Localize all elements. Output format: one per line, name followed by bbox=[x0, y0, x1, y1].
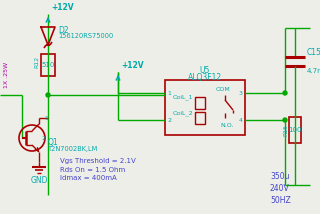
Text: 1: 1 bbox=[167, 91, 171, 95]
Text: 4: 4 bbox=[239, 117, 243, 122]
Text: 350u
240V
50HZ: 350u 240V 50HZ bbox=[270, 172, 291, 205]
Text: 3: 3 bbox=[239, 91, 243, 95]
Text: 1X .25W: 1X .25W bbox=[4, 62, 10, 88]
Text: +12V: +12V bbox=[121, 61, 144, 70]
Text: 2: 2 bbox=[167, 117, 171, 122]
Text: 100: 100 bbox=[288, 127, 302, 133]
Text: N.O.: N.O. bbox=[220, 123, 234, 128]
Text: R15: R15 bbox=[283, 124, 288, 136]
Text: Vgs Threshold = 2.1V
Rds On = 1.5 Ohm
Idmax = 400mA: Vgs Threshold = 2.1V Rds On = 1.5 Ohm Id… bbox=[60, 158, 136, 181]
Text: GND: GND bbox=[30, 176, 48, 185]
Text: Q1: Q1 bbox=[48, 138, 59, 147]
Text: D2: D2 bbox=[58, 26, 68, 35]
Text: 1: 1 bbox=[44, 116, 48, 120]
Text: CoiL_1: CoiL_1 bbox=[173, 94, 194, 100]
Text: +12V: +12V bbox=[51, 3, 74, 12]
Text: ALQ3F12: ALQ3F12 bbox=[188, 73, 222, 82]
Text: 156120RS75000: 156120RS75000 bbox=[58, 33, 113, 39]
Text: 510: 510 bbox=[41, 62, 55, 68]
Text: 2: 2 bbox=[41, 135, 45, 141]
Bar bbox=[41, 54, 55, 76]
Text: T2N7002BK,LM: T2N7002BK,LM bbox=[48, 146, 98, 152]
Bar bbox=[195, 97, 205, 109]
Text: CoiL_2: CoiL_2 bbox=[173, 110, 194, 116]
Bar bbox=[289, 117, 301, 143]
Text: 4.7n: 4.7n bbox=[307, 68, 320, 74]
Circle shape bbox=[283, 91, 287, 95]
Text: C15: C15 bbox=[307, 48, 320, 57]
Bar bbox=[165, 80, 245, 135]
Text: R12: R12 bbox=[34, 56, 39, 68]
Bar bbox=[195, 112, 205, 124]
Circle shape bbox=[283, 118, 287, 122]
Text: COM: COM bbox=[216, 87, 230, 92]
Circle shape bbox=[46, 93, 50, 97]
Text: U5: U5 bbox=[200, 66, 210, 75]
